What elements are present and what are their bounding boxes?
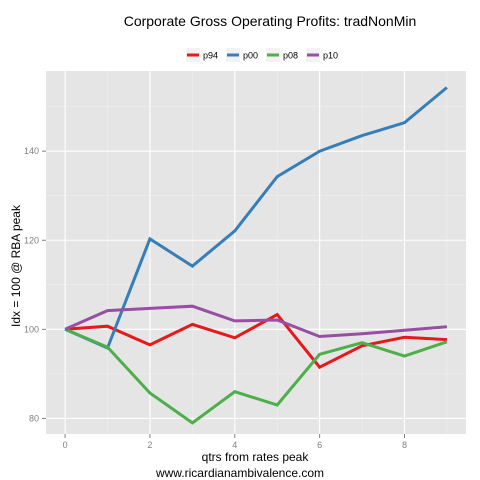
axis-ticks: 0 2 4 6 8 80 100 120 140 <box>24 146 407 450</box>
legend-label-p94: p94 <box>203 51 218 61</box>
x-tick-label: 0 <box>63 440 68 450</box>
y-tick-label: 140 <box>24 146 39 156</box>
legend-label-p00: p00 <box>243 51 258 61</box>
legend-item-p08: p08 <box>266 48 298 62</box>
legend-label-p10: p10 <box>323 51 338 61</box>
legend-item-p94: p94 <box>186 48 218 62</box>
chart-caption: www.ricardianambivalence.com <box>155 466 324 480</box>
minor-gridlines <box>46 71 466 434</box>
series-line-p10 <box>64 304 448 339</box>
series-lines <box>64 86 448 425</box>
legend: p94 p00 p08 p10 <box>186 48 338 62</box>
x-tick-label: 8 <box>402 440 407 450</box>
y-tick-label: 120 <box>24 235 39 245</box>
series-line-p08 <box>64 327 448 425</box>
series-line-p00 <box>64 86 448 351</box>
chart-title: Corporate Gross Operating Profits: tradN… <box>124 13 417 29</box>
major-gridlines <box>46 71 466 434</box>
x-tick-label: 4 <box>232 440 237 450</box>
x-tick-label: 2 <box>147 440 152 450</box>
y-axis-label: Idx = 100 @ RBA peak <box>9 204 23 327</box>
plot-panel <box>46 71 466 434</box>
legend-item-p00: p00 <box>226 48 258 62</box>
series-line-p94 <box>64 312 447 370</box>
y-tick-label: 80 <box>29 413 39 423</box>
x-tick-label: 6 <box>317 440 322 450</box>
y-tick-label: 100 <box>24 324 39 334</box>
legend-item-p10: p10 <box>306 48 338 62</box>
x-axis-label: qtrs from rates peak <box>202 450 310 464</box>
legend-label-p08: p08 <box>283 51 298 61</box>
